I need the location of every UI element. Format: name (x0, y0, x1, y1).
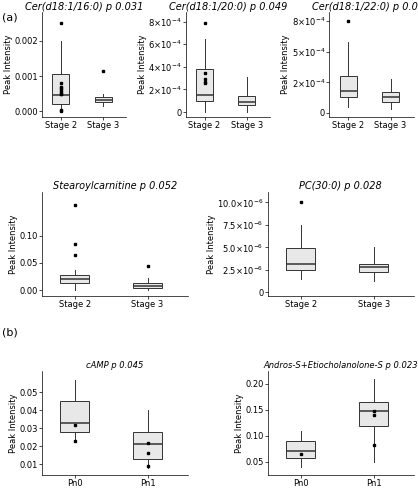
Bar (359, 402, 388, 425)
Y-axis label: Peak Intensity: Peak Intensity (235, 393, 244, 452)
Title: Andros-S+Etiocholanolone-S p 0.023: Andros-S+Etiocholanolone-S p 0.023 (264, 361, 418, 370)
Bar (133, 432, 162, 459)
Bar (60, 402, 89, 432)
Text: (a): (a) (2, 12, 18, 22)
Bar (196, 69, 213, 101)
Bar (60, 275, 89, 283)
Text: (b): (b) (2, 328, 18, 338)
Title: Cer(d18:1/20:0) p 0.049: Cer(d18:1/20:0) p 0.049 (168, 2, 287, 12)
Bar (286, 441, 315, 458)
Bar (359, 264, 388, 272)
Title: PC(30:0) p 0.028: PC(30:0) p 0.028 (300, 181, 382, 191)
Y-axis label: Peak Intensity: Peak Intensity (4, 35, 13, 94)
Bar (340, 76, 357, 97)
Bar (52, 74, 69, 104)
Y-axis label: Peak Intensity: Peak Intensity (138, 35, 147, 94)
Y-axis label: Peak Intensity: Peak Intensity (281, 35, 290, 94)
Bar (382, 92, 399, 102)
Bar (94, 97, 112, 102)
Bar (238, 96, 255, 106)
Y-axis label: Peak Intensity: Peak Intensity (207, 214, 216, 274)
Bar (286, 248, 315, 270)
Title: Cer(d18:1/16:0) p 0.031: Cer(d18:1/16:0) p 0.031 (25, 2, 143, 12)
Title: Cer(d18:1/22:0) p 0.040: Cer(d18:1/22:0) p 0.040 (312, 2, 418, 12)
Title: Stearoylcarnitine p 0.052: Stearoylcarnitine p 0.052 (53, 181, 177, 191)
Y-axis label: Peak Intensity: Peak Intensity (9, 214, 18, 274)
Bar (133, 283, 162, 288)
Y-axis label: Peak Intensity: Peak Intensity (9, 393, 18, 452)
Title: cAMP p 0.045: cAMP p 0.045 (86, 361, 143, 370)
